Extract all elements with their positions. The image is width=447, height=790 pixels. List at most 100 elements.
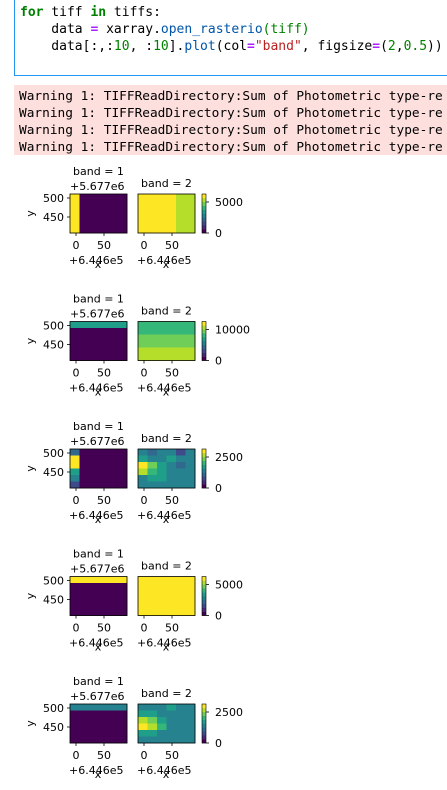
- x-axis-label: x: [95, 386, 102, 399]
- operator: =: [372, 39, 381, 54]
- heatmap-cell: [70, 736, 80, 744]
- colorbar-segment: [202, 599, 206, 605]
- heatmap-cell: [138, 468, 148, 476]
- x-offset-label: +6.446e5: [69, 764, 123, 777]
- number-literal: 10: [113, 39, 130, 54]
- heatmap-cell: [98, 723, 109, 731]
- heatmap-cell: [185, 468, 196, 476]
- heatmap-cell: [176, 347, 186, 355]
- code-text: xarray.: [98, 22, 161, 37]
- heatmap-cell: [147, 328, 158, 335]
- heatmap-cell: [89, 462, 99, 469]
- heatmap-cell: [157, 723, 167, 731]
- colorbar-tick-label: 2500: [215, 706, 243, 719]
- heatmap-cell: [157, 576, 167, 584]
- heatmap-cell: [166, 576, 177, 584]
- panel-title: band = 1: [73, 293, 124, 306]
- colorbar-segment: [202, 739, 206, 744]
- heatmap-cell: [147, 583, 158, 590]
- heatmap-cell: [147, 321, 158, 329]
- heatmap-cell: [185, 589, 196, 597]
- heatmap-cell: [147, 704, 158, 711]
- heatmap-cell: [166, 334, 177, 342]
- heatmap-cell: [117, 602, 128, 610]
- heatmap-cell: [166, 213, 177, 221]
- heatmap-cell: [176, 226, 186, 234]
- heatmap-cell: [166, 347, 177, 355]
- x-offset-label: +6.446e5: [69, 254, 123, 267]
- heatmap-cell: [98, 200, 109, 208]
- heatmap-cell: [166, 583, 177, 590]
- heatmap-cell: [157, 194, 167, 201]
- heatmap-cell: [138, 730, 148, 737]
- colorbar-frame: [201, 576, 207, 616]
- heatmap-cell: [108, 200, 118, 208]
- heatmap-cell: [117, 226, 128, 234]
- heatmap-cell: [117, 730, 128, 737]
- heatmap-cell: [176, 341, 186, 348]
- colorbar-segment: [202, 735, 206, 740]
- heatmap-cell: [147, 334, 158, 342]
- heatmap-cell: [176, 220, 186, 227]
- heatmap-cell: [176, 583, 186, 590]
- x-offset-label: +6.446e5: [137, 509, 191, 522]
- heatmap-cell: [117, 455, 128, 463]
- heatmap-cell: [157, 455, 167, 463]
- panel-frame: [69, 448, 128, 489]
- heatmap-cell: [147, 609, 158, 616]
- heatmap-cell: [157, 596, 167, 603]
- heatmap-cell: [176, 609, 186, 616]
- heatmap-cell: [185, 328, 196, 335]
- panel-frame: [137, 193, 196, 234]
- heatmap-cell: [70, 220, 80, 227]
- heatmap-cell: [138, 213, 148, 221]
- panel-title: band = 1: [73, 548, 124, 561]
- colorbar-segment: [202, 704, 206, 709]
- heatmap-cell: [70, 347, 80, 355]
- y-tick-label: 450: [43, 466, 64, 479]
- heatmap-cell: [79, 449, 90, 456]
- panel-frame: [69, 321, 128, 361]
- code-text: , figsize: [301, 39, 373, 54]
- colorbar-segment: [202, 452, 206, 458]
- heatmap-cell: [108, 462, 118, 469]
- heatmap-cell: [89, 710, 99, 718]
- heatmap-cell: [185, 576, 196, 584]
- heatmap-cell: [117, 213, 128, 221]
- y-axis-label: y: [24, 210, 37, 217]
- heatmap-cell: [185, 596, 196, 603]
- colorbar-segment: [202, 449, 206, 454]
- heatmap-cell: [157, 354, 167, 361]
- heatmap-cell: [79, 609, 90, 616]
- heatmap-cell: [108, 717, 118, 724]
- colorbar-segment: [202, 484, 206, 489]
- x-tick-label: 0: [141, 367, 148, 380]
- heatmap-cell: [147, 736, 158, 744]
- heatmap-cell: [89, 347, 99, 355]
- heatmap-cell: [185, 226, 196, 234]
- heatmap-cell: [98, 194, 109, 201]
- heatmap-cell: [138, 602, 148, 610]
- heatmap-cell: [176, 462, 186, 469]
- x-axis-label: x: [95, 768, 102, 781]
- heatmap-cell: [138, 200, 148, 208]
- colorbar-segment: [202, 707, 206, 713]
- heatmap-cell: [89, 207, 99, 214]
- heatmap-cell: [89, 468, 99, 476]
- heatmap-cell: [117, 710, 128, 718]
- heatmap-cell: [79, 200, 90, 208]
- colorbar-segment: [202, 476, 206, 481]
- heatmap-cell: [185, 321, 196, 329]
- heatmap-cell: [79, 723, 90, 731]
- heatmap-cell: [70, 449, 80, 456]
- heatmap-cell: [70, 334, 80, 342]
- heatmap-cell: [176, 723, 186, 731]
- heatmap-cell: [79, 347, 90, 355]
- heatmap-cell: [147, 589, 158, 597]
- heatmap-cell: [89, 609, 99, 616]
- colorbar-segment: [202, 344, 206, 350]
- heatmap-cell: [79, 468, 90, 476]
- heatmap-cell: [117, 321, 128, 329]
- heatmap-cell: [70, 194, 80, 201]
- code-cell[interactable]: for tiff in tiffs: data = xarray.open_ra…: [14, 0, 447, 76]
